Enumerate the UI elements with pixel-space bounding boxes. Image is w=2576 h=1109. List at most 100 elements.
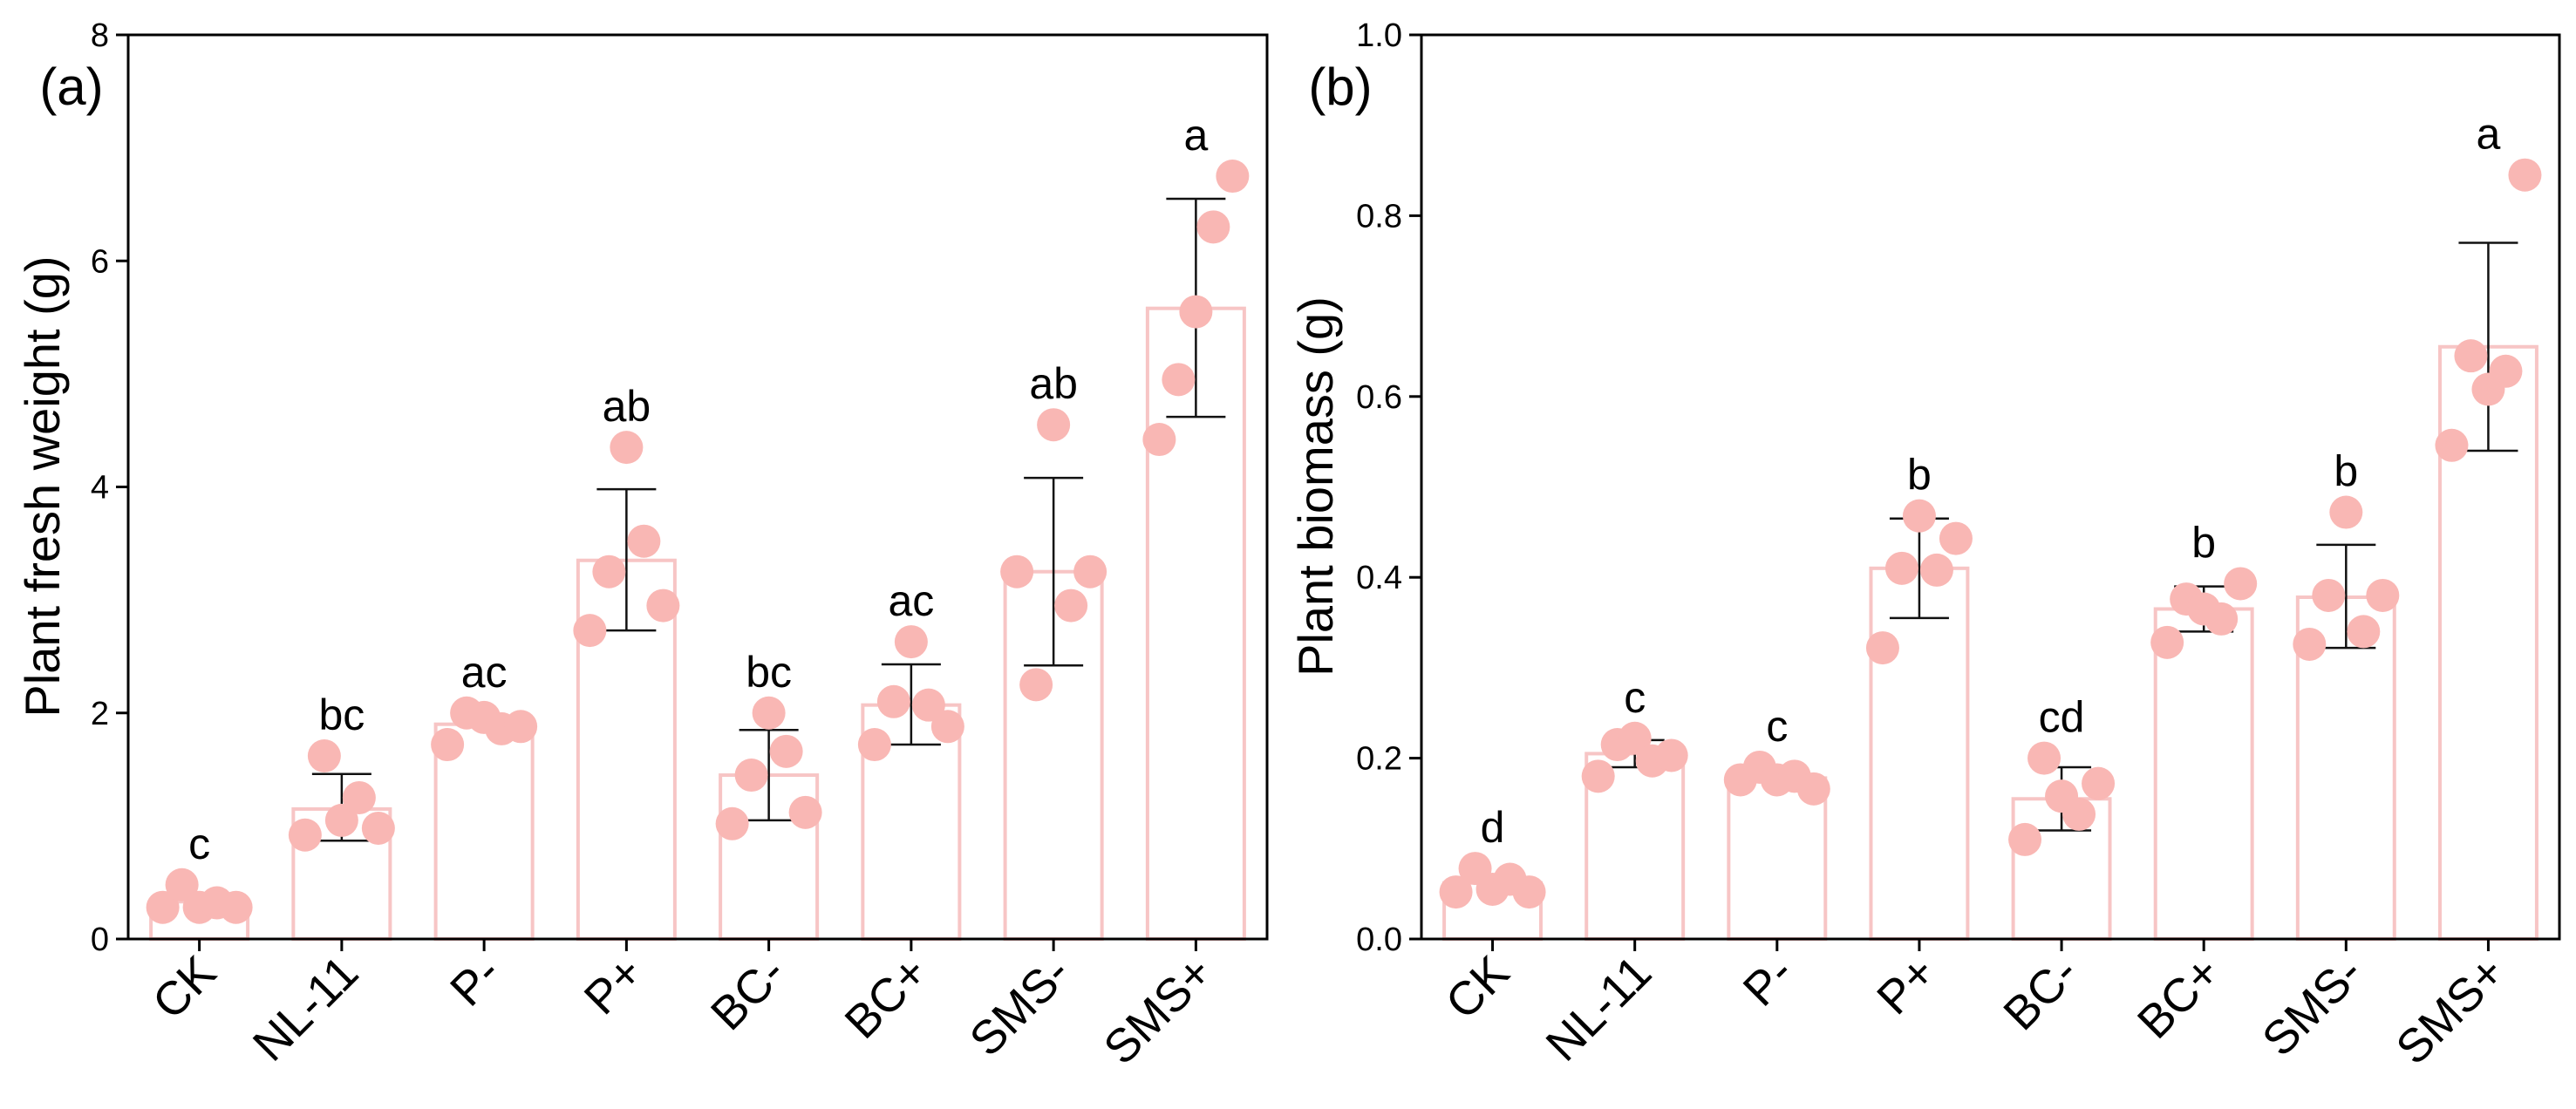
data-point-BC+ xyxy=(876,684,910,718)
data-point-CK xyxy=(1512,875,1546,909)
data-point-NL-11 xyxy=(342,780,376,814)
data-point-SMS- xyxy=(2366,578,2400,612)
data-point-BC+ xyxy=(911,688,945,722)
significance-letter: ab xyxy=(603,382,651,431)
data-point-NL-11 xyxy=(1581,759,1615,793)
data-point-SMS+ xyxy=(2435,428,2469,462)
data-point-P+ xyxy=(573,614,607,648)
data-point-SMS+ xyxy=(1142,423,1176,457)
y-tick-label: 1.0 xyxy=(1356,17,1402,54)
significance-letter: a xyxy=(2477,110,2501,159)
significance-letter: c xyxy=(1624,673,1646,722)
data-point-BC+ xyxy=(857,728,891,762)
data-point-SMS- xyxy=(1019,668,1053,702)
data-point-NL-11 xyxy=(1654,738,1688,772)
data-point-SMS+ xyxy=(1179,295,1213,329)
data-point-SMS- xyxy=(1054,589,1088,623)
error-bar-SMS+ xyxy=(2458,242,2518,452)
data-point-SMS+ xyxy=(1162,363,1196,397)
y-tick-label: 0.4 xyxy=(1356,560,1402,596)
data-point-P+ xyxy=(627,524,661,558)
significance-letter: ab xyxy=(1029,359,1078,408)
data-point-BC- xyxy=(715,806,749,840)
error-bar-BC- xyxy=(739,728,799,822)
data-point-BC- xyxy=(2008,822,2042,856)
y-tick-label: 0.6 xyxy=(1356,379,1402,416)
data-point-BC+ xyxy=(930,710,964,744)
y-tick-label: 8 xyxy=(91,17,109,54)
panel-label: (b) xyxy=(1308,58,1372,116)
data-point-SMS+ xyxy=(2489,354,2523,388)
data-point-BC- xyxy=(734,759,768,793)
data-point-NL-11 xyxy=(361,811,395,845)
significance-letter: c xyxy=(188,820,210,868)
data-point-SMS- xyxy=(2293,627,2327,661)
data-point-SMS+ xyxy=(1216,160,1250,194)
y-axis-label: Plant biomass (g) xyxy=(1288,296,1343,677)
data-point-P+ xyxy=(1884,551,1918,585)
data-point-P- xyxy=(431,728,465,762)
significance-letter: ac xyxy=(888,576,934,625)
data-point-SMS- xyxy=(2329,495,2363,529)
data-point-P+ xyxy=(1902,499,1936,533)
data-point-P+ xyxy=(1919,553,1953,587)
data-point-SMS+ xyxy=(2508,158,2542,192)
data-point-BC- xyxy=(788,795,822,829)
significance-letter: d xyxy=(1481,803,1505,852)
data-point-BC- xyxy=(752,696,786,730)
data-point-SMS- xyxy=(1037,408,1071,442)
data-point-SMS- xyxy=(2347,615,2381,649)
data-point-P+ xyxy=(1865,631,1899,665)
data-point-NL-11 xyxy=(324,803,358,837)
data-point-CK xyxy=(219,890,253,924)
significance-letter: bc xyxy=(318,691,365,739)
data-point-BC- xyxy=(769,734,803,768)
data-point-SMS+ xyxy=(1196,210,1230,244)
significance-letter: a xyxy=(1183,111,1208,160)
error-bar-BC+ xyxy=(881,663,941,746)
data-point-SMS- xyxy=(1000,554,1034,589)
data-point-P+ xyxy=(610,431,644,465)
data-point-SMS- xyxy=(1073,554,1107,589)
significance-letter: b xyxy=(1907,451,1932,500)
error-bar-P+ xyxy=(596,487,657,632)
data-point-BC- xyxy=(2062,797,2096,831)
data-point-NL-11 xyxy=(1618,721,1652,755)
significance-letter: ac xyxy=(461,648,508,697)
data-point-P- xyxy=(1796,772,1830,806)
y-tick-label: 4 xyxy=(91,470,109,507)
data-point-NL-11 xyxy=(307,739,341,773)
y-tick-label: 0 xyxy=(91,922,109,958)
data-point-P+ xyxy=(592,554,626,589)
y-tick-label: 0.2 xyxy=(1356,741,1402,778)
data-point-P- xyxy=(504,710,538,744)
y-axis-label: Plant fresh weight (g) xyxy=(15,255,70,717)
data-point-CK xyxy=(165,867,199,901)
significance-letter: c xyxy=(1766,702,1788,751)
y-tick-label: 2 xyxy=(91,696,109,732)
data-point-BC+ xyxy=(2150,625,2184,659)
data-point-P+ xyxy=(646,589,680,623)
significance-letter: cd xyxy=(2039,693,2085,742)
data-point-CK xyxy=(146,890,180,924)
data-point-P+ xyxy=(1939,521,1973,555)
data-point-SMS+ xyxy=(2454,339,2488,373)
plot-frame xyxy=(1420,33,2561,941)
error-bar-SMS- xyxy=(1024,476,1084,667)
y-tick-label: 0.8 xyxy=(1356,198,1402,235)
y-tick-label: 6 xyxy=(91,243,109,280)
panel-label: (a) xyxy=(39,58,103,116)
data-point-BC+ xyxy=(894,625,928,659)
data-point-BC+ xyxy=(2205,602,2239,636)
data-point-BC- xyxy=(2027,741,2061,775)
y-tick-label: 0.0 xyxy=(1356,922,1402,958)
data-point-BC+ xyxy=(2224,567,2258,601)
data-point-CK xyxy=(1439,875,1473,909)
significance-letter: bc xyxy=(746,648,792,697)
significance-letter: b xyxy=(2191,518,2216,567)
data-point-SMS- xyxy=(2312,578,2346,612)
data-point-BC- xyxy=(2082,766,2116,800)
significance-letter: b xyxy=(2334,447,2358,496)
